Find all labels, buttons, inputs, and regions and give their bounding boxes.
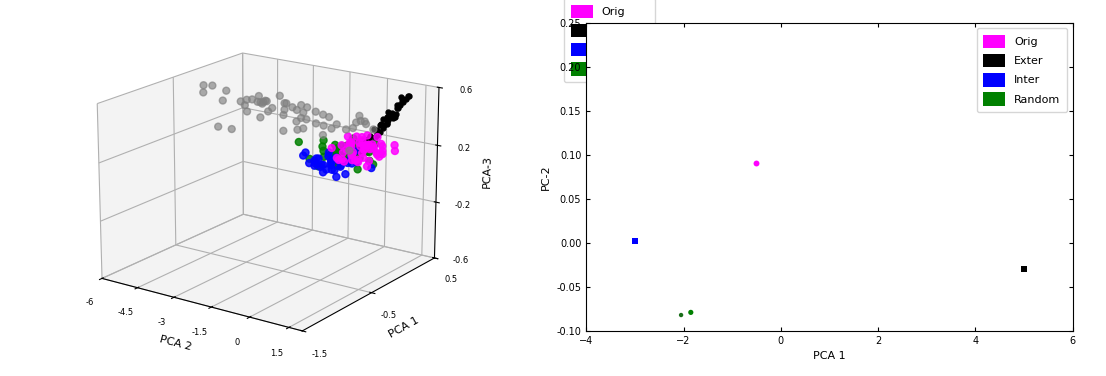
Legend: Orig, Exter, Inter, Random: Orig, Exter, Inter, Random — [564, 0, 655, 82]
Point — [748, 161, 765, 167]
Y-axis label: PC-2: PC-2 — [541, 164, 551, 190]
Point — [1015, 266, 1033, 272]
Point — [682, 309, 700, 315]
Point — [672, 312, 690, 318]
Y-axis label: PCA 1: PCA 1 — [387, 315, 420, 340]
X-axis label: PCA 2: PCA 2 — [158, 334, 192, 352]
Point — [626, 238, 644, 244]
Legend: Orig, Exter, Inter, Random: Orig, Exter, Inter, Random — [977, 28, 1067, 112]
X-axis label: PCA 1: PCA 1 — [813, 351, 846, 361]
